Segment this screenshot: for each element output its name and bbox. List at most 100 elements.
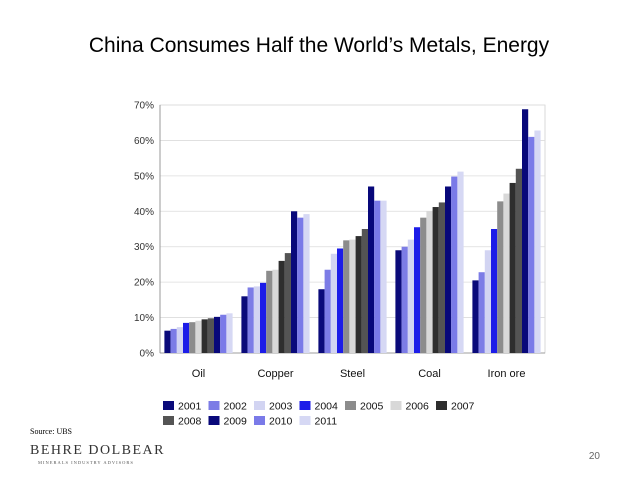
bar-copper-2011 [303,214,310,353]
bar-copper-2010 [297,217,304,353]
y-tick-label: 70% [134,101,154,112]
logo-tagline: MINERALS INDUSTRY ADVISORS [38,460,134,465]
bar-iron-ore-2011 [534,130,541,353]
bar-copper-2005 [266,270,273,353]
y-tick-label: 10% [134,313,154,324]
x-tick-label: Coal [418,368,441,380]
y-tick-label: 40% [134,207,154,218]
x-tick-label: Copper [257,368,293,380]
bar-steel-2006 [349,239,356,353]
bar-oil-2009 [214,316,221,353]
legend-label: 2011 [315,416,338,428]
bar-iron-ore-2007 [509,182,516,353]
legend-swatch [345,401,356,410]
y-tick-label: 50% [134,171,154,182]
bar-copper-2006 [272,269,279,353]
bar-iron-ore-2002 [478,272,485,353]
x-tick-label: Iron ore [488,368,526,380]
legend-label: 2006 [406,401,430,413]
bar-coal-2011 [457,171,464,353]
x-axis-ticks: Oil Copper Steel Coal Iron ore [192,368,526,380]
legend-label: 2008 [178,416,202,428]
bar-oil-2003 [176,327,183,353]
legend-swatch [299,401,311,410]
bar-steel-2009 [368,186,375,353]
legend-swatch [390,401,402,410]
bar-oil-2002 [170,328,177,353]
legend-label: 2003 [269,401,293,413]
legend-swatch [208,416,220,425]
bar-iron-ore-2008 [515,168,522,353]
bar-steel-2011 [380,200,387,353]
legend: 2001 2002 2003 2004 2005 2006 2007 2008 2009 2010… [163,401,475,428]
bar-iron-ore-2006 [503,193,510,353]
y-tick-label: 20% [134,278,154,289]
bar-iron-ore-2009 [522,109,529,353]
legend-label: 2005 [360,401,384,413]
bar-copper-2007 [278,260,285,353]
bar-coal-2007 [432,207,439,353]
y-tick-label: 60% [134,136,154,147]
y-tick-label: 0% [140,349,155,360]
bar-coal-2002 [401,246,408,353]
bar-oil-2010 [220,314,227,353]
bar-copper-2004 [260,282,267,353]
slide-title: China Consumes Half the World’s Metals, … [88,34,550,57]
x-tick-label: Steel [340,368,365,380]
bar-steel-2001 [318,289,325,353]
legend-label: 2004 [315,401,339,413]
bar-coal-2010 [451,176,458,353]
x-tick-label: Oil [192,368,205,380]
bar-oil-2005 [189,322,196,353]
bar-coal-2003 [407,239,414,353]
legend-swatch [254,401,265,410]
bar-iron-ore-2003 [484,250,491,353]
bar-steel-2003 [330,253,337,353]
legend-label: 2010 [269,416,293,428]
bar-copper-2009 [291,211,298,353]
legend-swatch [163,401,174,410]
bar-copper-2001 [241,296,248,353]
bar-oil-2011 [226,313,233,353]
bar-iron-ore-2004 [491,229,498,353]
legend-swatch [299,416,311,425]
legend-swatch [208,401,220,410]
bar-coal-2005 [420,217,427,353]
page-number: 20 [588,451,600,462]
company-logo: BEHRE DOLBEAR MINERALS INDUSTRY ADVISORS [30,443,180,465]
bar-iron-ore-2005 [497,201,504,353]
legend-swatch [254,416,265,425]
legend-label: 2007 [451,401,475,413]
bar-oil-2006 [195,320,202,353]
logo-name: BEHRE DOLBEAR [30,443,165,458]
bar-coal-2008 [438,202,445,353]
bar-steel-2004 [337,248,344,353]
bar-steel-2002 [324,269,331,353]
legend-swatch [436,401,447,410]
bar-oil-2004 [183,322,190,353]
bars [164,109,541,353]
bar-coal-2009 [445,186,452,353]
legend-swatch [163,416,174,425]
bar-steel-2005 [343,240,350,353]
bar-oil-2007 [201,319,208,353]
bar-coal-2006 [426,211,433,353]
legend-label: 2002 [224,401,248,413]
bar-copper-2003 [253,286,260,353]
bar-copper-2008 [284,253,291,353]
bar-steel-2007 [355,236,362,353]
legend-label: 2009 [224,416,248,428]
bar-copper-2002 [247,287,254,353]
bar-coal-2001 [395,250,402,353]
bar-iron-ore-2010 [528,136,535,353]
bar-steel-2010 [374,200,381,353]
bar-iron-ore-2001 [472,280,479,353]
y-tick-label: 30% [134,242,154,253]
bar-steel-2008 [361,229,368,353]
legend-label: 2001 [178,401,202,413]
bar-coal-2004 [414,227,421,353]
bar-oil-2008 [207,318,214,353]
bar-oil-2001 [164,330,171,353]
source-note: Source: UBS [30,427,72,436]
